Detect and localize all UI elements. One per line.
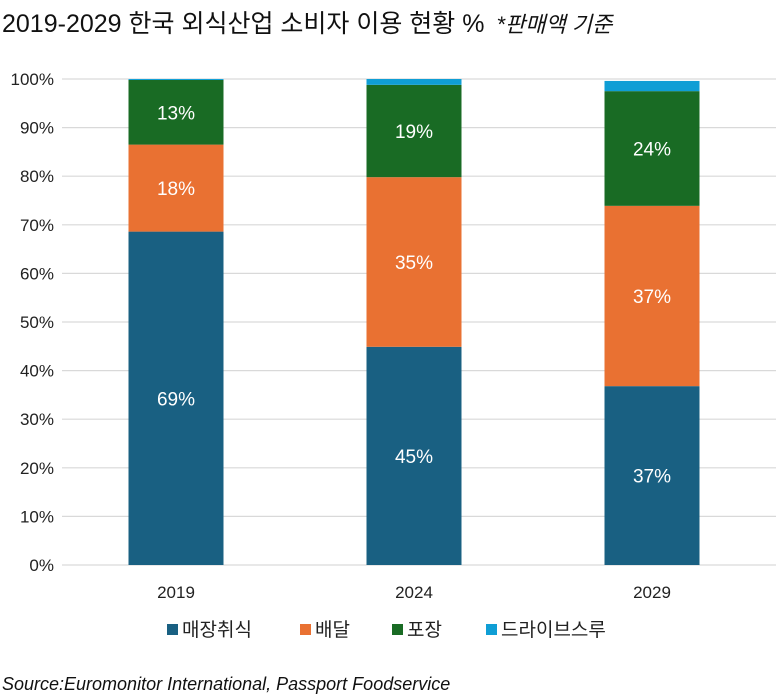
bar-segment xyxy=(366,346,462,565)
legend-label: 매장취식 xyxy=(182,619,252,641)
title-text: 2019-2029 한국 외식산업 소비자 이용 현황 % xyxy=(2,10,485,38)
chart-title: 2019-2029 한국 외식산업 소비자 이용 현황 % *판매액 기준 xyxy=(2,4,612,40)
bar-segment xyxy=(366,79,462,85)
data-label: 18% xyxy=(157,179,195,200)
legend-swatch xyxy=(392,624,403,635)
data-label: 69% xyxy=(157,389,195,410)
source-note: Source:Euromonitor International, Passpo… xyxy=(2,674,451,694)
data-label: 19% xyxy=(395,122,433,143)
bar-segment xyxy=(604,386,700,565)
x-tick-label: 2029 xyxy=(633,583,671,602)
data-label: 13% xyxy=(157,103,195,124)
legend-swatch xyxy=(300,624,311,635)
bar-segment xyxy=(366,177,462,347)
data-label: 45% xyxy=(395,447,433,468)
title-note: *판매액 기준 xyxy=(496,12,613,37)
data-label: 37% xyxy=(633,287,671,308)
y-tick-label: 50% xyxy=(20,313,54,332)
y-tick-label: 90% xyxy=(20,119,54,138)
legend-label: 배달 xyxy=(315,619,350,641)
bar-segment xyxy=(604,80,700,92)
y-tick-label: 20% xyxy=(20,459,54,478)
data-label: 35% xyxy=(395,253,433,274)
y-tick-label: 100% xyxy=(11,70,54,89)
y-tick-label: 70% xyxy=(20,216,54,235)
legend-label: 포장 xyxy=(407,619,442,641)
bar-segment xyxy=(604,205,700,387)
y-tick-label: 80% xyxy=(20,167,54,186)
legend-swatch xyxy=(167,624,178,635)
bar-segment xyxy=(128,144,224,232)
data-label: 24% xyxy=(633,139,671,160)
x-tick-label: 2024 xyxy=(395,583,433,602)
y-tick-label: 60% xyxy=(20,264,54,283)
bar-segment xyxy=(128,79,224,80)
legend-swatch xyxy=(486,624,497,635)
bar-segment xyxy=(128,79,224,145)
y-tick-label: 40% xyxy=(20,362,54,381)
bar-segment xyxy=(128,231,224,565)
y-tick-label: 30% xyxy=(20,410,54,429)
legend-label: 드라이브스루 xyxy=(501,619,606,641)
stacked-bar-chart: 0% 10% 20% 30% 40% 50% 60% 70% 80% 90% 100% 69% 18% 1… xyxy=(11,70,776,641)
y-tick-label: 0% xyxy=(29,556,54,575)
bar-segment xyxy=(604,91,700,206)
x-tick-label: 2019 xyxy=(157,583,195,602)
bar-segment xyxy=(366,84,462,178)
data-label: 37% xyxy=(633,467,671,488)
y-tick-label: 10% xyxy=(20,507,54,526)
